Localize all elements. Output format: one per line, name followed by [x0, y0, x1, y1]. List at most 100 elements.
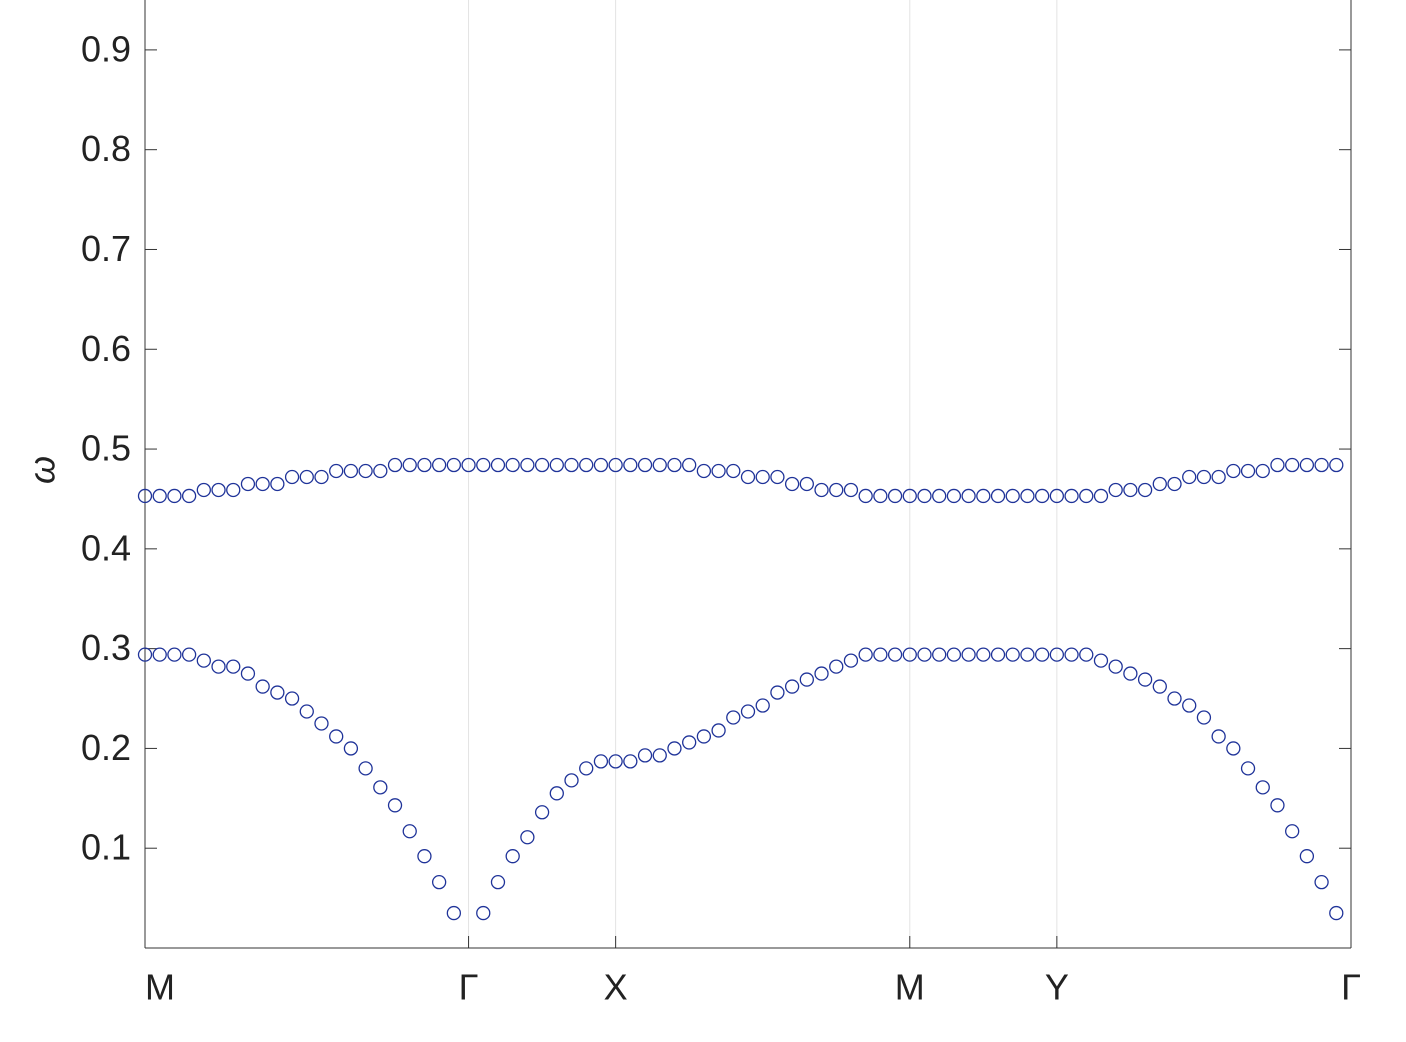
data-point [167, 647, 182, 662]
data-point [1093, 653, 1109, 668]
data-point [137, 488, 153, 504]
data-point [711, 463, 726, 479]
data-point [873, 647, 888, 662]
data-point [1049, 488, 1065, 504]
data-point [726, 710, 741, 725]
y-tick-label: 0.1 [81, 827, 131, 868]
data-point [446, 457, 462, 473]
data-point [902, 488, 917, 504]
data-point [226, 659, 241, 674]
data-point [932, 647, 947, 662]
data-point [946, 488, 962, 504]
data-point [990, 647, 1006, 662]
y-tick-label: 0.2 [81, 727, 131, 768]
data-point [1314, 874, 1329, 890]
data-point [946, 647, 962, 662]
data-point [814, 666, 829, 681]
data-point [784, 476, 800, 492]
data-point [667, 457, 682, 473]
data-point [696, 729, 712, 744]
data-point [373, 780, 388, 795]
data-point [682, 457, 697, 473]
data-point [402, 824, 417, 839]
y-axis-label: ω [22, 456, 63, 484]
data-point [887, 488, 903, 504]
x-tick-label: M [145, 967, 175, 1008]
data-point [1240, 761, 1256, 776]
y-tick-label: 0.8 [81, 128, 131, 169]
data-point [1034, 488, 1050, 504]
y-tick-label: 0.3 [81, 627, 131, 668]
data-point [1226, 463, 1241, 479]
data-point [902, 647, 917, 662]
data-point [814, 482, 829, 498]
x-tick-label: M [895, 967, 925, 1008]
data-point [1285, 824, 1300, 839]
data-point [358, 761, 373, 776]
data-point [1270, 457, 1285, 473]
data-point [343, 463, 359, 479]
x-tick-label: Y [1045, 967, 1069, 1008]
data-point [711, 723, 726, 738]
data-point [887, 647, 903, 662]
data-point [181, 647, 197, 662]
data-point [1299, 457, 1315, 473]
data-point [858, 488, 873, 504]
data-point [1152, 476, 1167, 492]
data-point [976, 488, 991, 504]
data-point [682, 735, 697, 750]
data-point [637, 748, 653, 763]
data-point [476, 905, 491, 921]
data-point [1196, 469, 1212, 485]
data-point [520, 457, 535, 473]
data-point [270, 685, 285, 700]
data-point [431, 457, 447, 473]
data-point [284, 691, 300, 706]
data-point [608, 457, 623, 473]
data-point [490, 874, 506, 890]
data-point [461, 457, 476, 473]
data-point [1108, 659, 1123, 674]
data-point [579, 457, 594, 473]
data-point [623, 754, 638, 769]
data-point [873, 488, 888, 504]
data-point [755, 469, 770, 485]
data-point [211, 659, 226, 674]
data-point [1329, 905, 1344, 921]
data-point [799, 672, 814, 687]
data-point [137, 647, 153, 662]
x-tick-label: X [604, 967, 628, 1008]
data-point [1064, 488, 1079, 504]
y-tick-label: 0.5 [81, 428, 131, 469]
data-point [240, 666, 256, 681]
data-point [726, 463, 741, 479]
y-tick-label: 0.4 [81, 527, 131, 568]
data-point [211, 482, 226, 498]
data-point [770, 469, 785, 485]
data-point [299, 704, 314, 719]
data-point [932, 488, 947, 504]
data-point [1093, 488, 1109, 504]
data-point [387, 798, 403, 813]
data-point [270, 476, 285, 492]
data-point [549, 457, 564, 473]
data-point [667, 741, 682, 756]
data-point [1049, 647, 1065, 662]
data-point [1196, 710, 1212, 725]
data-point [284, 469, 300, 485]
data-point [167, 488, 182, 504]
data-point [1034, 647, 1050, 662]
data-point [1182, 698, 1197, 713]
data-point [476, 457, 491, 473]
data-point [255, 679, 270, 694]
y-tick-label: 0.6 [81, 328, 131, 369]
data-point [564, 457, 579, 473]
data-point [1211, 729, 1226, 744]
data-point [740, 704, 756, 719]
data-point [1123, 482, 1138, 498]
data-point [1079, 647, 1094, 662]
x-tick-label: Γ [459, 967, 479, 1008]
data-point [829, 659, 844, 674]
data-point [152, 488, 167, 504]
